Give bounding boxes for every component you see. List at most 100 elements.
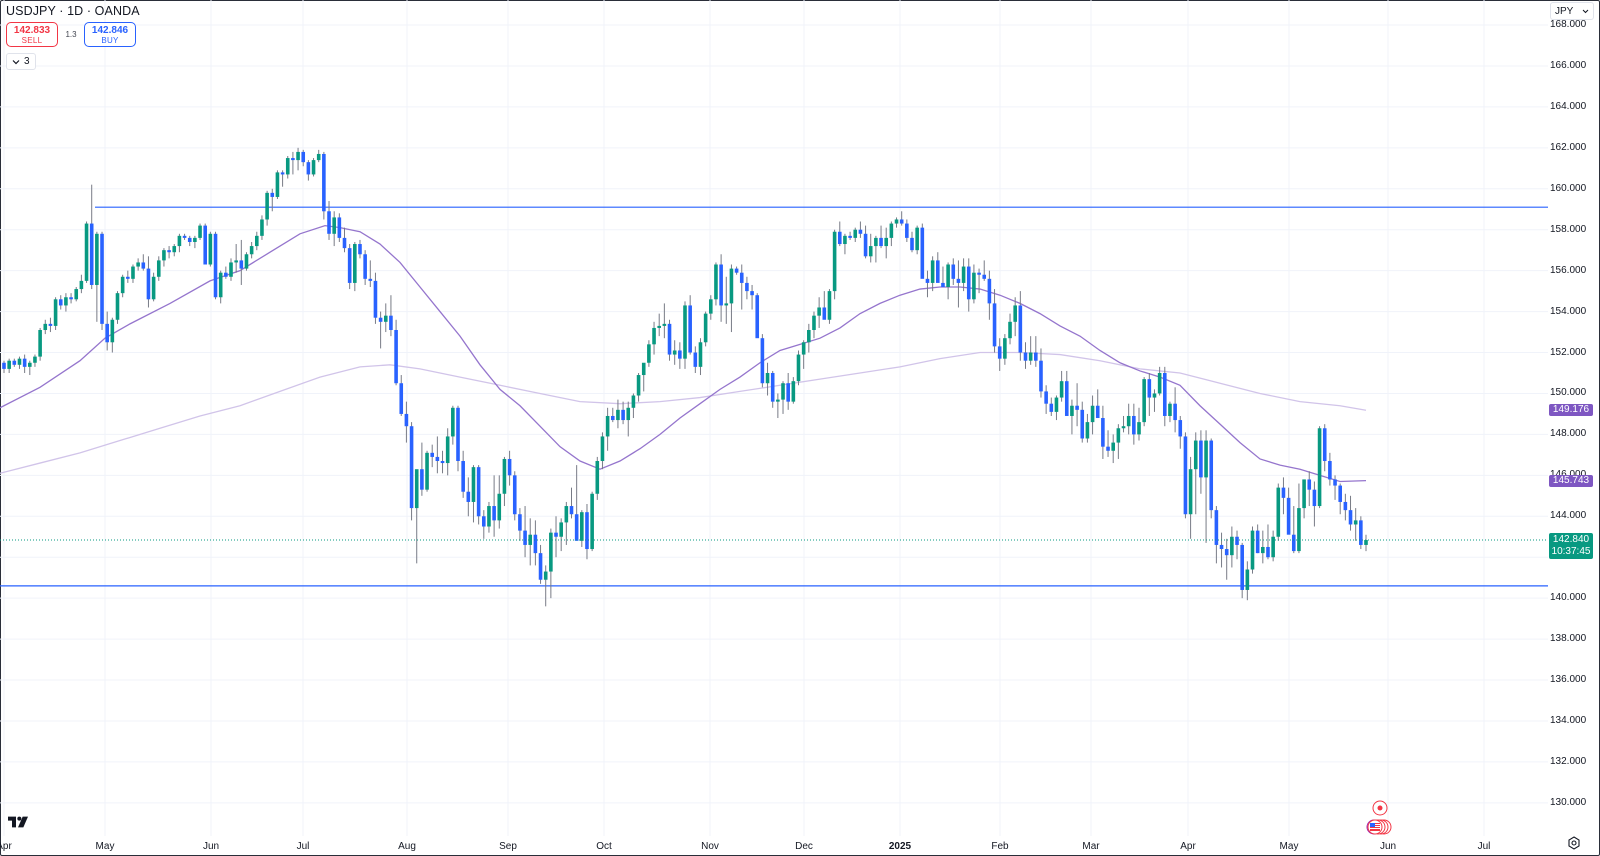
candle: [1101, 405, 1105, 459]
last-price-value: 142.840: [1552, 534, 1590, 546]
candle: [1003, 334, 1007, 365]
candle: [43, 319, 48, 335]
candle: [141, 254, 146, 271]
candle: [1359, 516, 1363, 550]
buy-button[interactable]: 142.846 BUY: [84, 22, 136, 47]
candle: [915, 225, 919, 255]
candle: [652, 321, 656, 355]
candle: [332, 211, 336, 247]
time-axis-label: May: [1279, 841, 1299, 852]
price-axis-label: 160.000: [1550, 182, 1587, 194]
candle: [7, 358, 11, 373]
time-axis-label: Apr: [0, 841, 12, 852]
candle: [729, 264, 734, 333]
candle: [203, 223, 208, 265]
candle: [218, 270, 223, 304]
candle: [471, 465, 476, 523]
candle: [1121, 415, 1126, 433]
candle: [316, 149, 321, 163]
candle: [538, 544, 543, 584]
price-axis-label: 156.000: [1550, 264, 1587, 276]
candle: [481, 510, 486, 539]
candle: [580, 510, 584, 547]
candle: [95, 231, 99, 322]
candle: [420, 442, 424, 496]
symbol-title[interactable]: USDJPY · 1D · OANDA: [6, 4, 140, 18]
candle: [600, 432, 605, 470]
candle: [832, 229, 837, 300]
candle: [657, 313, 662, 337]
candle: [683, 301, 687, 369]
candle: [714, 262, 718, 306]
economic-events-markers[interactable]: [1355, 798, 1405, 838]
candle: [1132, 403, 1136, 445]
candle: [451, 405, 455, 445]
candle: [1126, 403, 1131, 435]
candle: [347, 244, 352, 290]
candle: [1039, 348, 1043, 398]
candle: [435, 436, 440, 474]
candle: [1049, 397, 1054, 416]
candle: [291, 151, 295, 175]
candle: [590, 491, 594, 552]
candle: [1343, 493, 1348, 521]
candle: [905, 219, 909, 242]
candle: [301, 149, 306, 167]
candle: [693, 346, 698, 373]
tradingview-logo-icon[interactable]: [8, 815, 32, 829]
candle: [64, 293, 68, 312]
candle: [1188, 456, 1193, 539]
candle: [688, 295, 692, 355]
candle: [610, 407, 615, 423]
candle: [378, 311, 383, 349]
candle: [770, 370, 775, 408]
candle: [167, 246, 171, 259]
candle: [270, 188, 275, 212]
candle: [626, 401, 631, 437]
candle: [363, 250, 367, 285]
candle: [1106, 430, 1110, 457]
candle: [322, 151, 326, 220]
price-axis-label: 140.000: [1550, 592, 1587, 604]
candle: [868, 233, 873, 263]
candle: [724, 276, 729, 324]
time-axis-label: Dec: [795, 841, 813, 852]
bar-countdown: 10:37:45: [1551, 546, 1591, 558]
candle: [848, 231, 852, 240]
candle: [89, 184, 94, 290]
candle: [492, 475, 496, 537]
candle: [33, 354, 37, 367]
candle: [497, 475, 502, 529]
indicators-toggle-button[interactable]: 3: [6, 53, 36, 70]
candle: [1235, 530, 1239, 560]
candle: [801, 340, 806, 369]
price-axis-label: 144.000: [1550, 510, 1587, 522]
candle: [306, 160, 311, 181]
candle: [1064, 370, 1069, 416]
sell-button[interactable]: 142.833 SELL: [6, 22, 58, 47]
candle: [812, 311, 816, 339]
candle: [719, 254, 723, 322]
candle: [1023, 342, 1028, 369]
candle: [1224, 538, 1229, 580]
candle: [187, 235, 192, 247]
candle: [1157, 366, 1162, 396]
candle: [373, 272, 378, 324]
candle: [1333, 475, 1337, 500]
candle: [229, 258, 233, 281]
candle: [966, 258, 971, 312]
ma-slow-line[interactable]: [0, 351, 1367, 474]
time-axis-label: Jul: [296, 841, 310, 852]
currency-select[interactable]: JPY: [1550, 2, 1594, 20]
candle: [476, 465, 481, 525]
candle: [1111, 434, 1116, 464]
ma-fast-price-tag: 145.743: [1549, 474, 1593, 487]
candle: [1286, 487, 1291, 535]
candle: [1028, 336, 1033, 365]
candle: [1302, 479, 1306, 519]
candle: [1013, 297, 1017, 337]
candle: [734, 266, 739, 275]
gear-icon[interactable]: [1567, 836, 1581, 850]
price-axis-label: 148.000: [1550, 428, 1587, 440]
